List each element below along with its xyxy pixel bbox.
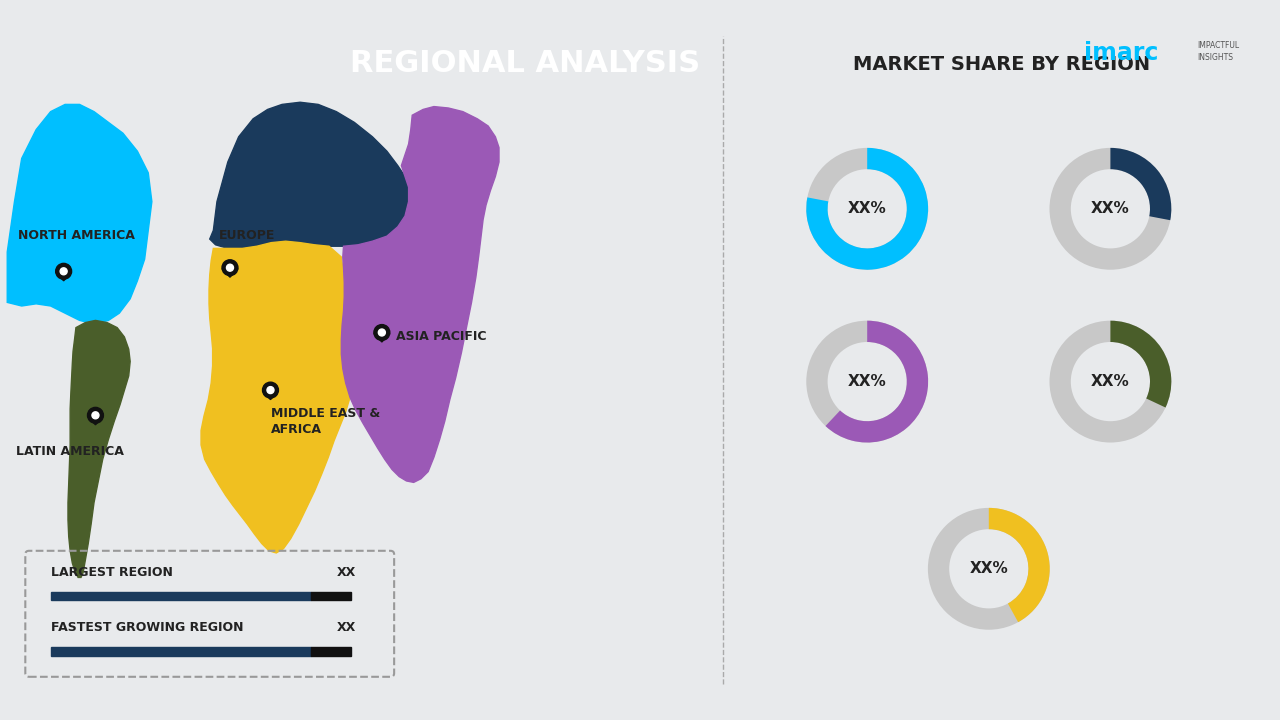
Polygon shape bbox=[210, 102, 408, 248]
Circle shape bbox=[227, 264, 233, 271]
Bar bbox=[311, 592, 351, 600]
Polygon shape bbox=[374, 333, 390, 342]
Bar bbox=[311, 647, 351, 656]
Circle shape bbox=[379, 329, 385, 336]
Circle shape bbox=[87, 408, 104, 423]
Wedge shape bbox=[1111, 148, 1171, 220]
Wedge shape bbox=[1050, 148, 1171, 270]
Circle shape bbox=[221, 260, 238, 276]
Polygon shape bbox=[56, 272, 72, 281]
Circle shape bbox=[374, 325, 390, 341]
Text: XX%: XX% bbox=[847, 202, 887, 216]
Wedge shape bbox=[928, 508, 1050, 630]
Circle shape bbox=[92, 412, 99, 419]
Polygon shape bbox=[8, 104, 152, 324]
Text: MARKET SHARE BY REGION: MARKET SHARE BY REGION bbox=[852, 55, 1151, 74]
Wedge shape bbox=[826, 320, 928, 443]
Wedge shape bbox=[806, 320, 928, 443]
Wedge shape bbox=[1050, 320, 1171, 443]
Text: LATIN AMERICA: LATIN AMERICA bbox=[15, 445, 124, 458]
Text: LARGEST REGION: LARGEST REGION bbox=[51, 566, 173, 579]
Circle shape bbox=[56, 264, 72, 279]
Circle shape bbox=[262, 382, 279, 398]
Wedge shape bbox=[988, 508, 1050, 622]
Text: XX: XX bbox=[337, 621, 356, 634]
Polygon shape bbox=[68, 320, 131, 577]
Text: REGIONAL ANALYSIS: REGIONAL ANALYSIS bbox=[349, 48, 700, 78]
Polygon shape bbox=[262, 391, 279, 400]
Text: EUROPE: EUROPE bbox=[219, 229, 275, 242]
Text: ASIA PACIFIC: ASIA PACIFIC bbox=[397, 330, 486, 343]
Wedge shape bbox=[806, 148, 928, 270]
Text: XX: XX bbox=[337, 566, 356, 579]
Text: NORTH AMERICA: NORTH AMERICA bbox=[18, 229, 134, 242]
Text: MIDDLE EAST &
AFRICA: MIDDLE EAST & AFRICA bbox=[271, 408, 380, 436]
Polygon shape bbox=[87, 416, 104, 425]
Bar bbox=[51, 592, 311, 600]
Text: XX%: XX% bbox=[847, 374, 887, 389]
Circle shape bbox=[60, 268, 67, 275]
Bar bbox=[51, 647, 311, 656]
Text: XX%: XX% bbox=[1091, 374, 1130, 389]
Polygon shape bbox=[221, 269, 238, 277]
Text: FASTEST GROWING REGION: FASTEST GROWING REGION bbox=[51, 621, 243, 634]
Text: XX%: XX% bbox=[969, 562, 1009, 576]
Wedge shape bbox=[1111, 320, 1171, 408]
Text: IMPACTFUL
INSIGHTS: IMPACTFUL INSIGHTS bbox=[1197, 42, 1239, 61]
Polygon shape bbox=[342, 107, 499, 482]
Text: imarc: imarc bbox=[1084, 41, 1158, 65]
Circle shape bbox=[268, 387, 274, 394]
Text: XX%: XX% bbox=[1091, 202, 1130, 216]
Polygon shape bbox=[201, 241, 349, 553]
Wedge shape bbox=[806, 148, 928, 270]
